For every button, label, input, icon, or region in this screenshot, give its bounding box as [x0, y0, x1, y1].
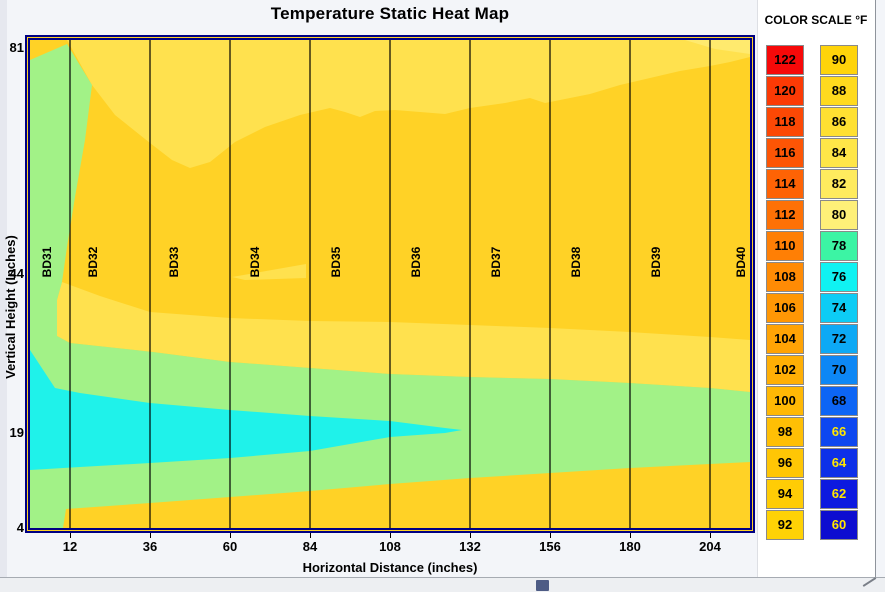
- heatmap-canvas: BD31 BD32 BD33 BD34 BD35 BD36 BD37 BD38 BD39 BD40: [30, 40, 750, 528]
- legend-cell: 84: [820, 138, 858, 168]
- x-tick-label: 156: [539, 539, 561, 554]
- contour-region-upper-light: [67, 40, 750, 168]
- legend-cell: 92: [766, 510, 804, 540]
- legend-cell: 98: [766, 417, 804, 447]
- column-label-bd33: BD33: [167, 246, 181, 277]
- legend-cell: 64: [820, 448, 858, 478]
- x-tick-mark: [630, 533, 631, 538]
- x-tick-label: 84: [302, 539, 318, 554]
- legend-cell: 80: [820, 200, 858, 230]
- horizontal-scrollbar-thumb[interactable]: [536, 580, 549, 591]
- x-tick-mark: [230, 533, 231, 538]
- legend-cell: 110: [766, 231, 804, 261]
- y-tick-label: 19: [9, 424, 24, 440]
- legend-cell: 72: [820, 324, 858, 354]
- contour-region-mid-light-sliver: [232, 264, 306, 280]
- legend-cell: 88: [820, 76, 858, 106]
- legend-cell: 116: [766, 138, 804, 168]
- legend-cell: 94: [766, 479, 804, 509]
- heatmap-plot-area: BD31 BD32 BD33 BD34 BD35 BD36 BD37 BD38 BD39 BD40: [25, 35, 755, 533]
- column-label-bd40: BD40: [734, 246, 748, 277]
- legend-cell: 118: [766, 107, 804, 137]
- legend-cell: 102: [766, 355, 804, 385]
- x-tick-label: 204: [699, 539, 721, 554]
- column-label-bd34: BD34: [248, 246, 262, 277]
- column-label-bd39: BD39: [649, 246, 663, 277]
- chart-title: Temperature Static Heat Map: [270, 4, 510, 23]
- legend-cell: 112: [766, 200, 804, 230]
- x-tick-mark: [150, 533, 151, 538]
- contour-region-top-right-pale: [685, 40, 750, 54]
- x-tick-label: 36: [142, 539, 158, 554]
- x-tick-mark: [710, 533, 711, 538]
- legend-cell: 104: [766, 324, 804, 354]
- contour-region-cool-green: [30, 44, 750, 528]
- column-label-bd32: BD32: [86, 246, 100, 277]
- x-tick-label: 180: [619, 539, 641, 554]
- x-tick-mark: [310, 533, 311, 538]
- legend-column-hot: 122 120 118 116 114 112 110 108 106 104 102 100 98 96…: [766, 45, 804, 541]
- x-axis-title: Horizontal Distance (inches): [302, 560, 478, 575]
- legend-cell: 66: [820, 417, 858, 447]
- y-axis-title: Vertical Height (Inches): [3, 235, 18, 379]
- window-divider: [0, 577, 885, 578]
- column-label-bd38: BD38: [569, 246, 583, 277]
- legend-cell: 78: [820, 231, 858, 261]
- legend-cell: 100: [766, 386, 804, 416]
- y-tick-label: 44: [9, 266, 24, 282]
- contour-region-lower-light-band: [57, 282, 750, 392]
- legend-cell: 76: [820, 262, 858, 292]
- legend-cell: 62: [820, 479, 858, 509]
- legend-cell: 108: [766, 262, 804, 292]
- x-tick-label: 132: [459, 539, 481, 554]
- legend-cell: 114: [766, 169, 804, 199]
- column-label-bd31: BD31: [40, 246, 54, 277]
- legend-cell: 90: [820, 45, 858, 75]
- x-tick-mark: [70, 533, 71, 538]
- legend-cell: 70: [820, 355, 858, 385]
- legend-cell: 106: [766, 293, 804, 323]
- legend-cell: 60: [820, 510, 858, 540]
- legend-cell: 74: [820, 293, 858, 323]
- x-tick-mark: [470, 533, 471, 538]
- x-tick-label: 60: [222, 539, 238, 554]
- color-scale-legend: COLOR SCALE °F 122 120 118 116 114 112 110 108 1…: [757, 0, 876, 577]
- y-tick-label: 81: [9, 40, 24, 55]
- legend-cell: 120: [766, 76, 804, 106]
- legend-column-cool: 90 88 86 84 82 80 78 76 74 72 70 68 66 64 62 60: [820, 45, 858, 541]
- contour-region-cold-cyan: [30, 350, 462, 470]
- horizontal-scrollbar-track[interactable]: [0, 578, 885, 592]
- x-tick-label: 12: [62, 539, 78, 554]
- column-label-bd35: BD35: [329, 246, 343, 277]
- x-tick-mark: [390, 533, 391, 538]
- legend-cell: 86: [820, 107, 858, 137]
- window-left-edge: [0, 0, 7, 577]
- legend-cell: 96: [766, 448, 804, 478]
- column-label-bd37: BD37: [489, 246, 503, 277]
- x-tick-mark: [550, 533, 551, 538]
- column-label-bd36: BD36: [409, 246, 423, 277]
- x-tick-label: 108: [379, 539, 401, 554]
- legend-cell: 122: [766, 45, 804, 75]
- legend-cell: 82: [820, 169, 858, 199]
- legend-title: COLOR SCALE °F: [764, 13, 868, 27]
- legend-cell: 68: [820, 386, 858, 416]
- y-tick-label: 4: [16, 520, 24, 535]
